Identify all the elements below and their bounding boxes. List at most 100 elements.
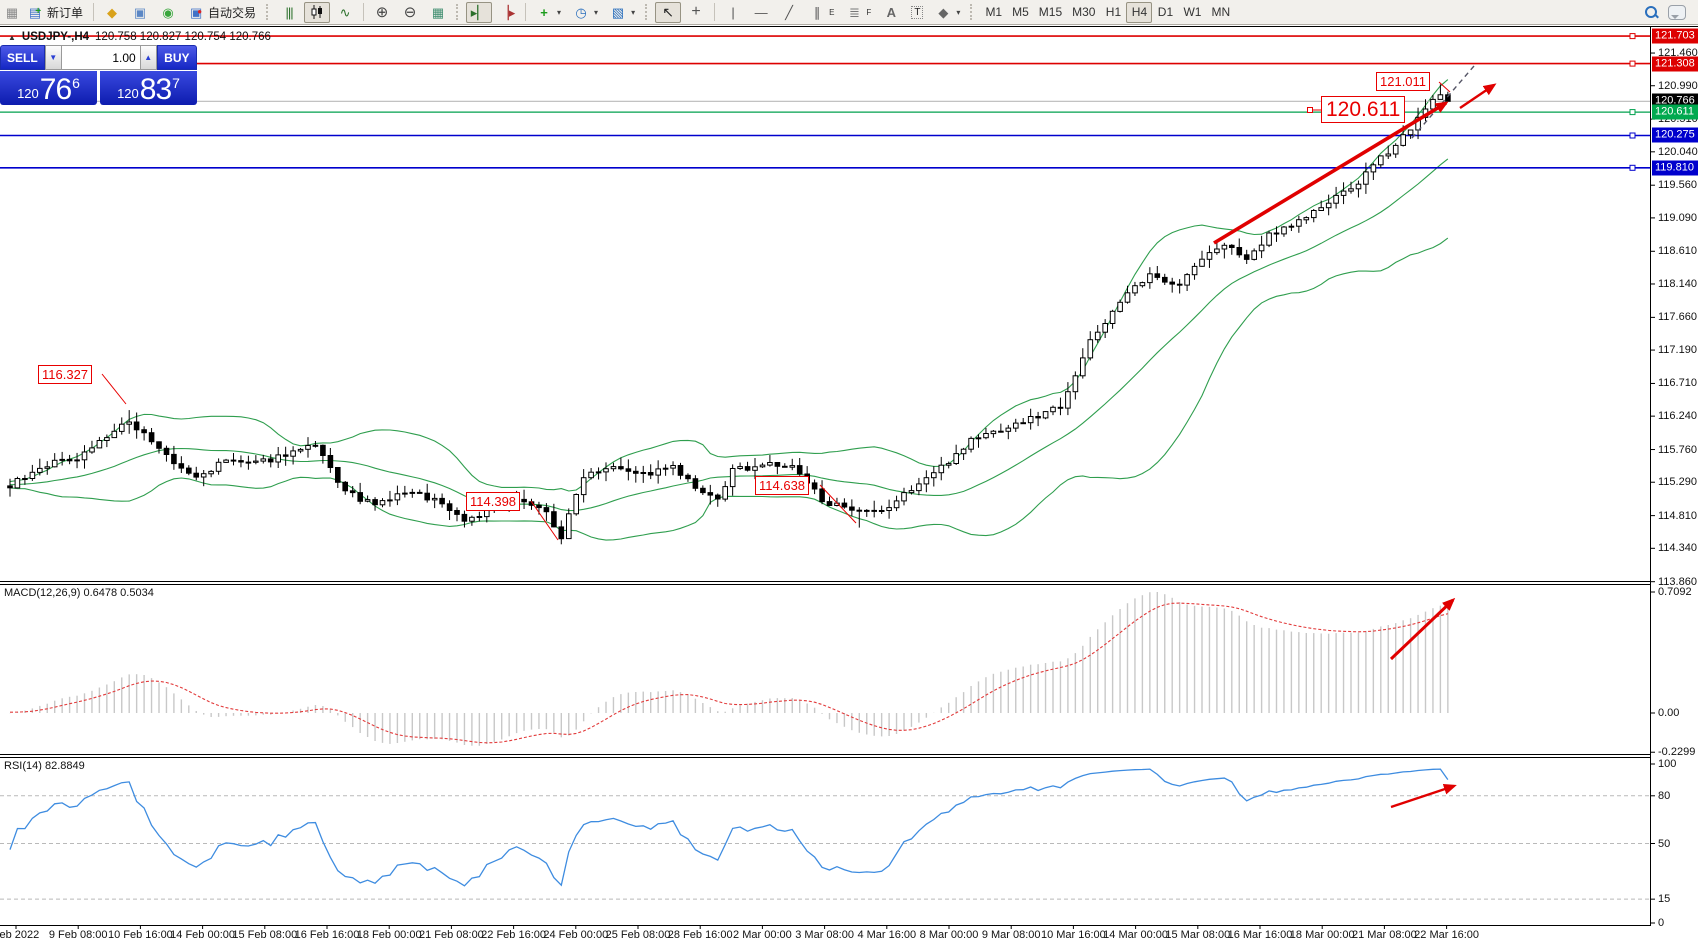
symbol-period: USDJPY-,H4 <box>21 31 90 43</box>
text-label-tool-button[interactable]: T <box>906 2 928 23</box>
notifications-icon[interactable]: 1 <box>1668 4 1686 20</box>
price-badge: 121.308 <box>1652 56 1698 72</box>
time-label: 22 Mar 16:00 <box>1414 929 1480 941</box>
price-tick: 119.560 <box>1658 179 1697 192</box>
eraser-button[interactable]: ◆ <box>99 2 125 23</box>
group-handle <box>970 4 975 20</box>
arrows-tool-button[interactable]: ◆ ▾ <box>930 2 965 23</box>
volume-decrease-button[interactable]: ▼ <box>44 45 62 70</box>
candlestick-icon <box>309 4 325 20</box>
channel-tool-button[interactable]: ∥ E <box>804 2 839 23</box>
price-tick: 115.290 <box>1658 476 1697 489</box>
buy-price[interactable]: 120 83 7 <box>100 71 197 105</box>
time-label: 24 Feb 00:00 <box>543 929 609 941</box>
price-tick: 117.190 <box>1658 344 1697 357</box>
sell-price[interactable]: 120 76 6 <box>0 71 97 105</box>
search-icon[interactable] <box>1644 5 1659 19</box>
down-arrow-icon: ▼ <box>49 53 58 62</box>
price-annotation[interactable]: 116.327 <box>38 365 93 384</box>
rsi-axis-label: 15 <box>1658 893 1671 906</box>
cursor-icon: ↖ <box>662 4 674 20</box>
timeframe-h1[interactable]: H1 <box>1100 2 1126 23</box>
volume-input[interactable] <box>61 45 140 70</box>
signals-button[interactable]: ◉ <box>155 2 181 23</box>
periods-button[interactable]: ◷ ▾ <box>568 2 603 23</box>
pane-separator[interactable] <box>0 581 1650 582</box>
chart-shift-button[interactable]: ▕▸ <box>494 2 520 23</box>
toolbar: ▦ ▤ + 新订单 ◆ ▣ ◉ ▣ ● 自动交易 ||| ∿ ⊕ ⊖ ▦ ▸▏ ▕▸… <box>0 0 1698 25</box>
timeframe-m5[interactable]: M5 <box>1007 2 1034 23</box>
rsi-label: RSI(14) 82.8849 <box>4 760 85 772</box>
time-label: 4 Mar 16:00 <box>857 929 917 941</box>
text-label-icon: T <box>911 5 924 19</box>
chart-window[interactable] <box>0 27 1698 944</box>
time-label: 28 Feb 16:00 <box>667 929 733 941</box>
chart-line-button[interactable]: ∿ <box>332 2 358 23</box>
auto-trading-button[interactable]: ▣ ● 自动交易 <box>183 2 261 23</box>
profiles-button[interactable]: ▣ <box>127 2 153 23</box>
crosshair-tool-button[interactable]: + <box>683 2 709 23</box>
timeframe-m15[interactable]: M15 <box>1034 2 1067 23</box>
price-annotation[interactable]: 120.611 <box>1321 96 1406 123</box>
pane-separator[interactable] <box>0 754 1650 755</box>
price-tick: 120.990 <box>1658 79 1698 92</box>
indicators-button[interactable]: + ▾ <box>531 2 566 23</box>
auto-scroll-button[interactable]: ▸▏ <box>466 1 493 23</box>
separator <box>525 3 527 21</box>
timeframe-m1[interactable]: M1 <box>980 2 1007 23</box>
volume-increase-button[interactable]: ▲ <box>139 45 157 70</box>
group-handle <box>456 4 461 20</box>
rsi-axis-label: 80 <box>1658 789 1671 802</box>
new-order-button[interactable]: ▤ + 新订单 <box>22 2 88 23</box>
separator <box>714 3 716 21</box>
sell-button[interactable]: SELL <box>0 45 45 70</box>
timeframe-m30[interactable]: M30 <box>1067 2 1100 23</box>
pane-separator <box>0 584 1650 585</box>
time-label: 2 Mar 00:00 <box>733 929 792 941</box>
templates-button[interactable]: ▧ ▾ <box>605 2 640 23</box>
time-label: 15 Feb 08:00 <box>232 929 298 941</box>
price-annotation[interactable]: 114.398 <box>466 492 521 511</box>
clipped-left-icon[interactable]: ▦ <box>5 4 19 20</box>
cursor-tool-button[interactable]: ↖ <box>655 1 682 23</box>
fibonacci-icon: ≣ <box>848 4 860 20</box>
dropdown-arrow-icon: ▾ <box>594 7 599 17</box>
auto-scroll-icon: ▸▏ <box>470 4 488 20</box>
timeframe-d1[interactable]: D1 <box>1152 2 1178 23</box>
clock-icon: ◷ <box>575 4 587 20</box>
buy-button[interactable]: BUY <box>156 45 197 70</box>
price-annotation[interactable]: 121.011 <box>1376 72 1431 91</box>
chart-title: ▲ USDJPY-,H4 120.758 120.827 120.754 120… <box>8 31 271 43</box>
tile-windows-icon: ▦ <box>431 4 445 20</box>
pane-separator <box>0 757 1650 758</box>
text-tool-button[interactable]: A <box>878 2 904 23</box>
price-badge: 120.611 <box>1652 104 1698 120</box>
chart-shift-icon: ▕▸ <box>498 4 516 20</box>
vertical-line-tool-button[interactable]: | <box>720 2 746 23</box>
profiles-icon: ▣ <box>133 4 147 20</box>
macd-axis-label: -0.2299 <box>1658 746 1696 759</box>
timeframe-h4[interactable]: H4 <box>1126 1 1153 23</box>
arrows-icon: ◆ <box>938 4 949 20</box>
trendline-tool-button[interactable]: ╱ <box>776 2 802 23</box>
price-axis-line <box>1650 27 1651 925</box>
price-annotation[interactable]: 114.638 <box>755 476 810 495</box>
fibonacci-tool-button[interactable]: ≣ F <box>841 2 876 23</box>
zoom-out-button[interactable]: ⊖ <box>397 2 423 23</box>
timeframe-w1[interactable]: W1 <box>1178 2 1206 23</box>
indicators-add-icon: + <box>540 4 548 20</box>
horizontal-line-tool-button[interactable]: — <box>748 2 774 23</box>
tile-windows-button[interactable]: ▦ <box>425 2 451 23</box>
price-tick: 116.240 <box>1658 410 1697 423</box>
macd-label: MACD(12,26,9) 0.6478 0.5034 <box>4 587 154 599</box>
auto-trading-icon: ▣ ● <box>189 4 203 20</box>
price-tick: 119.090 <box>1658 211 1697 224</box>
time-label: 15 Mar 08:00 <box>1165 929 1231 941</box>
rsi-axis-label: 0 <box>1658 917 1665 929</box>
timeframe-mn[interactable]: MN <box>1206 2 1235 23</box>
chart-candles-button[interactable] <box>304 1 331 23</box>
zoom-in-button[interactable]: ⊕ <box>369 2 395 23</box>
chart-bars-button[interactable]: ||| <box>276 2 302 23</box>
horizontal-line-icon: — <box>754 4 768 20</box>
text-icon: A <box>886 4 896 20</box>
